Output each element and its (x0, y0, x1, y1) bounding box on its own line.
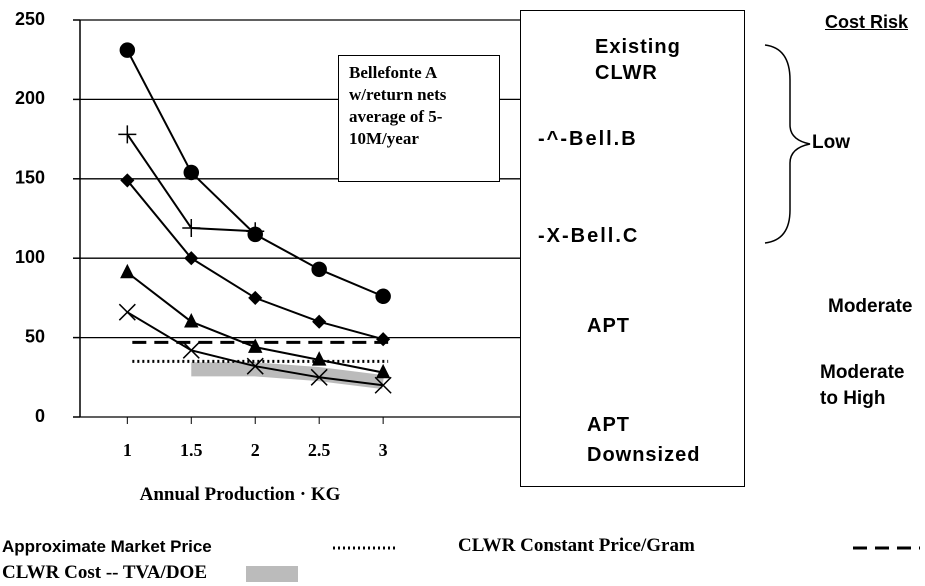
point (375, 288, 391, 305)
series-line (126, 271, 384, 374)
y-tick-label: 200 (15, 88, 45, 108)
point (182, 341, 200, 359)
cost-risk-title: Cost Risk (825, 12, 909, 32)
point (120, 263, 135, 279)
point (376, 332, 391, 347)
legend-label: -X-Bell.C (538, 225, 640, 247)
cost-risk-level: Moderate to High (820, 362, 905, 409)
x-axis-label: Annual Production · KG (139, 484, 341, 505)
point (311, 351, 327, 366)
point (118, 303, 136, 321)
point (310, 368, 328, 386)
point (246, 222, 265, 241)
x-tick-label: 3 (379, 440, 388, 460)
x-tick-label: 1 (123, 440, 132, 460)
brace (764, 44, 811, 244)
y-tick-label: 150 (15, 168, 45, 188)
annotation: Bellefonte A w/return nets average of 5-… (338, 55, 500, 182)
legend-label: APT Downsized (587, 414, 701, 466)
point (374, 376, 392, 394)
legend-label: Existing CLWR (595, 36, 681, 84)
point (120, 173, 135, 188)
y-tick-label: 100 (15, 247, 45, 267)
x-tick-label: 2.5 (308, 440, 331, 460)
y-tick-label: 250 (15, 9, 45, 29)
x-tick-label: 2 (251, 440, 260, 460)
legend-label: CLWR Cost -- TVA/DOE (2, 562, 207, 583)
point (119, 42, 136, 58)
point (184, 251, 199, 266)
point (248, 290, 263, 305)
cost-risk-level: Moderate (828, 296, 913, 317)
point (312, 314, 327, 329)
point (183, 164, 200, 181)
legend-label: APT (587, 315, 630, 337)
legend-label: Approximate Market Price (2, 537, 212, 556)
point (375, 363, 391, 379)
point (182, 219, 201, 238)
point (118, 125, 137, 144)
x-tick-label: 1.5 (180, 440, 203, 460)
legend-swatch (246, 566, 298, 582)
legend-label: CLWR Constant Price/Gram (458, 535, 695, 556)
legend-box (520, 10, 745, 487)
y-tick-label: 50 (25, 326, 45, 346)
point (248, 338, 263, 353)
legend-label: -^-Bell.B (538, 128, 638, 150)
cost-risk-level: Low (812, 132, 850, 153)
point (184, 313, 199, 328)
y-tick-label: 0 (35, 406, 45, 426)
point (311, 261, 327, 278)
point (246, 357, 264, 375)
series-line (126, 179, 384, 341)
